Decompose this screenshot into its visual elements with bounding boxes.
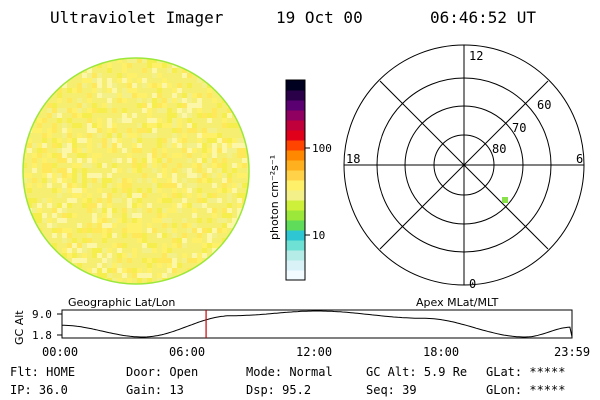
colorbar-cell	[286, 240, 305, 251]
colorbar-cell	[286, 220, 305, 231]
lat-label-70: 70	[512, 121, 526, 135]
colorbar-cell	[286, 90, 305, 101]
colorbar: 100 10 photon cm⁻²s⁻¹	[268, 79, 332, 281]
colorbar-cell	[286, 140, 305, 151]
projection-label-left: Geographic Lat/Lon	[68, 296, 175, 309]
colorbar-cell	[286, 160, 305, 171]
colorbar-tick-label: 10	[312, 229, 325, 242]
status-mode: Mode: Normal	[246, 365, 333, 379]
mlt-label-12: 12	[469, 49, 483, 63]
colorbar-tick-label: 100	[312, 142, 332, 155]
date: 19 Oct 00	[276, 8, 363, 27]
colorbar-cell	[286, 180, 305, 191]
altitude-plot: 9.0 1.8 GC Alt 00:00 06:00 12:00 18:00 2…	[13, 308, 590, 359]
lat-label-80: 80	[492, 142, 506, 156]
title: Ultraviolet Imager	[50, 8, 224, 27]
status-flight: Flt: HOME	[10, 365, 76, 379]
colorbar-cell	[286, 250, 305, 261]
status-gain: Gain: 13	[126, 383, 184, 397]
ytick-label: 9.0	[32, 308, 52, 321]
colorbar-cell	[286, 130, 305, 141]
altitude-curve	[62, 310, 573, 338]
status-glat: GLat: *****	[486, 365, 566, 379]
xtick-label: 06:00	[169, 345, 205, 359]
status-dsp: Dsp: 95.2	[246, 383, 312, 397]
polar-plot	[343, 44, 585, 286]
xtick-label: 00:00	[42, 345, 78, 359]
colorbar-cell	[286, 260, 305, 271]
projection-label-right: Apex MLat/MLT	[416, 296, 499, 309]
polar-diagonal	[379, 80, 549, 250]
colorbar-cell	[286, 100, 305, 111]
mlt-label-6: 6	[576, 152, 583, 166]
colorbar-cell	[286, 110, 305, 121]
colorbar-cell	[286, 230, 305, 241]
colorbar-cells	[286, 80, 305, 281]
colorbar-cell	[286, 120, 305, 131]
status-door: Door: Open	[126, 365, 199, 379]
colorbar-cell	[286, 200, 305, 211]
disk-rim	[22, 57, 250, 285]
status-seq: Seq: 39	[366, 383, 417, 397]
uv-image-disk	[22, 57, 250, 285]
colorbar-cell	[286, 190, 305, 201]
mlt-label-18: 18	[346, 152, 360, 166]
xtick-label: 12:00	[296, 345, 332, 359]
colorbar-cell	[286, 150, 305, 161]
altitude-ylabel: GC Alt	[13, 310, 26, 345]
status-glon: GLon: *****	[486, 383, 566, 397]
colorbar-cell	[286, 80, 305, 91]
xtick-label: 23:59	[554, 345, 590, 359]
xtick-label: 18:00	[423, 345, 459, 359]
status-gc-alt: GC Alt: 5.9 Re	[366, 365, 468, 379]
colorbar-cell	[286, 170, 305, 181]
status-ip: IP: 36.0	[10, 383, 68, 397]
colorbar-cell	[286, 270, 305, 281]
colorbar-frame	[285, 79, 306, 281]
polar-data-point	[502, 197, 508, 203]
ytick-label: 1.8	[32, 329, 52, 342]
mlt-label-0: 0	[469, 277, 476, 291]
colorbar-unit-label: photon cm⁻²s⁻¹	[268, 155, 281, 240]
polar-labels: 12 18 6 0 60 70 80	[346, 49, 583, 291]
colorbar-cell	[286, 210, 305, 221]
time: 06:46:52 UT	[430, 8, 536, 27]
lat-label-60: 60	[537, 98, 551, 112]
altitude-plot-frame	[61, 309, 573, 339]
